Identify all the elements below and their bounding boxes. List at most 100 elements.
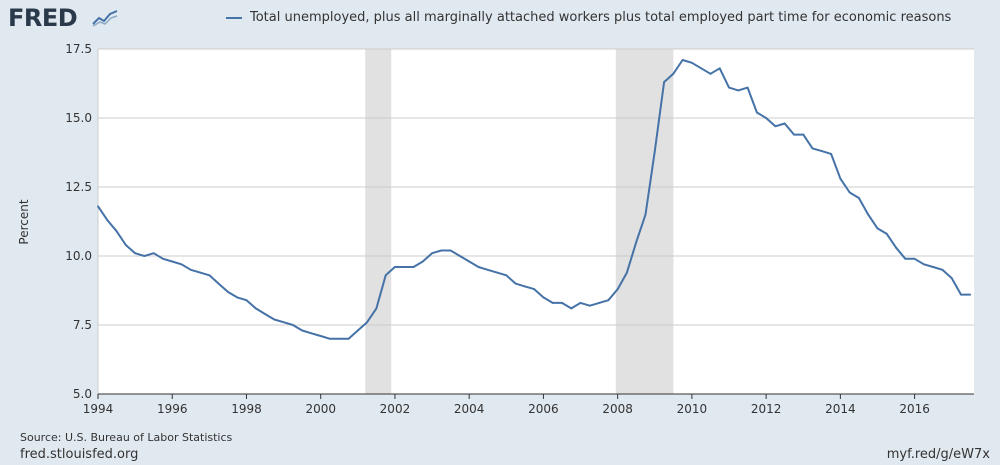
data-point [180,263,183,266]
data-point [653,150,656,153]
data-point [124,244,127,246]
data-point [366,321,369,324]
data-point [291,324,294,326]
data-point [700,67,703,70]
data-point [626,271,628,274]
data-point [960,293,962,296]
data-point [162,257,164,260]
data-point [310,332,313,335]
data-point [588,304,591,307]
data-point [273,318,276,321]
data-point [755,111,758,114]
data-point [820,150,823,153]
y-tick-label: 17.5 [65,42,92,56]
data-point [152,252,155,255]
chart-legend[interactable]: Total unemployed, plus all marginally at… [226,10,951,25]
data-point [802,133,805,136]
data-point [449,249,452,252]
data-point [236,296,239,299]
data-point [607,299,610,302]
data-point [932,266,935,268]
data-point [728,86,730,89]
x-tick-label: 2016 [899,402,930,416]
data-point [356,329,359,332]
short-link[interactable]: myf.red/g/eW7x [886,447,990,462]
data-point [523,285,526,288]
data-point [282,321,285,324]
y-axis-label: Percent [17,199,31,244]
data-point [431,252,433,255]
data-point [848,191,851,194]
recession-band-1 [615,49,674,394]
data-point [421,260,424,263]
fred-logo[interactable]: FRED [8,4,78,32]
axes: 5.0 7.5 10.0 12.5 15.0 17.5 1994 1996 1998 2000 20… [65,42,974,416]
data-point [468,260,471,263]
data-point [579,302,582,304]
data-point [505,274,508,277]
x-tick-label: 2014 [825,402,856,416]
fred-graph-icon [92,9,118,27]
y-tick-label: 15.0 [65,111,92,125]
data-point [570,307,573,310]
data-point [208,274,211,277]
data-point [783,122,786,125]
y-tick-label: 7.5 [73,318,92,332]
data-point [227,290,229,293]
data-point [375,307,378,310]
series-layer [97,59,972,340]
data-point [384,274,387,277]
x-tick-label: 2008 [602,402,633,416]
data-point [115,230,118,233]
y-tick-label: 12.5 [65,180,92,194]
data-point [737,89,740,92]
y-tick-label: 10.0 [65,249,92,263]
data-point [347,337,350,340]
data-point [394,266,396,268]
data-point [811,147,814,150]
data-point [459,255,461,257]
data-point [774,125,777,128]
data-point [551,302,554,304]
data-point [561,302,563,304]
data-point [440,249,443,252]
data-point [598,302,601,304]
data-point [134,252,137,255]
data-point [746,86,749,89]
data-point [718,67,721,70]
data-point [765,117,768,119]
data-point [245,299,248,302]
data-point [542,296,545,299]
data-point [199,271,201,274]
data-point [969,293,972,296]
x-tick-label: 1996 [157,402,188,416]
data-point [663,81,665,84]
x-tick-label: 2010 [677,402,708,416]
data-point [217,282,220,285]
data-point [171,260,174,263]
line-chart[interactable]: 5.0 7.5 10.0 12.5 15.0 17.5 1994 1996 1998 2000 20… [0,0,1000,430]
data-point [690,61,693,64]
legend-swatch [226,16,242,19]
data-point [264,313,266,315]
source-note: Source: U.S. Bureau of Labor Statistics [20,431,233,444]
data-point [839,177,842,180]
data-point [876,227,879,230]
data-point [106,219,109,222]
data-point [672,72,675,75]
x-tick-label: 2004 [454,402,485,416]
data-point [635,241,638,244]
recession-bands [365,49,674,394]
recession-band-0 [365,49,392,394]
data-point [319,335,322,337]
data-point [496,271,498,274]
data-point [477,266,480,268]
site-link[interactable]: fred.stlouisfed.org [20,447,139,462]
data-point [403,266,406,268]
x-tick-label: 1998 [231,402,262,416]
data-point [793,133,795,136]
data-point [412,266,415,268]
x-tick-label: 2006 [528,402,559,416]
data-point [885,233,888,235]
